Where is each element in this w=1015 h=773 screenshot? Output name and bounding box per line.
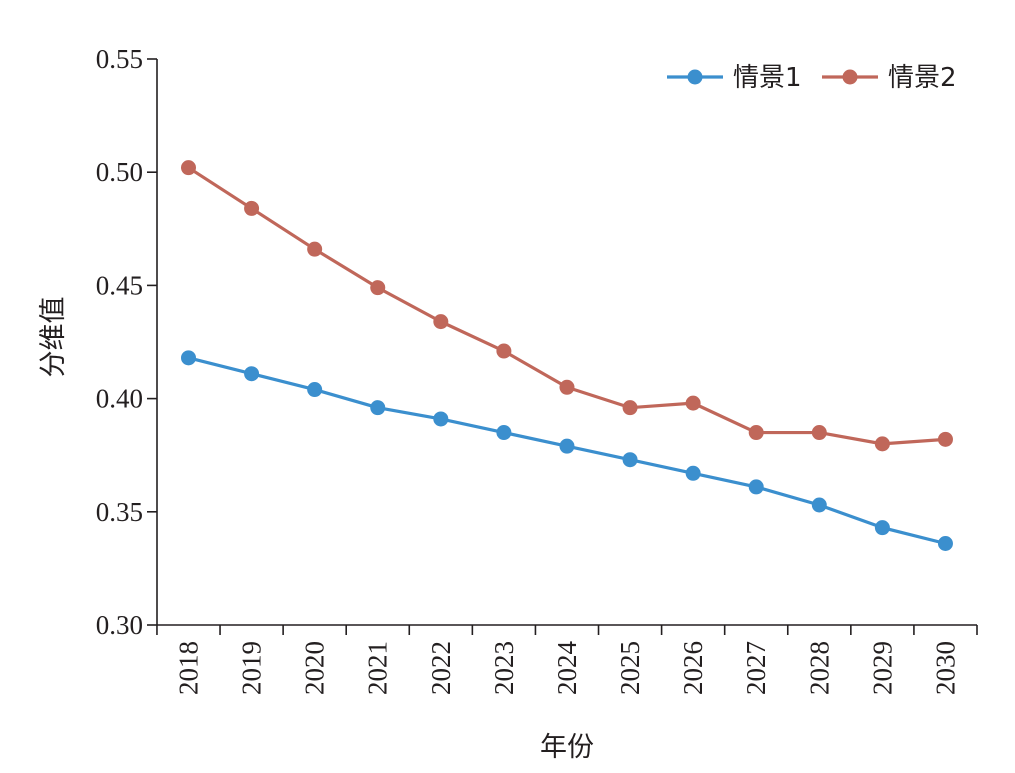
- y-tick-label: 0.35: [96, 497, 143, 527]
- axes: [156, 59, 977, 626]
- legend-item-series-1: 情景1: [667, 63, 802, 93]
- y-tick-label: 0.55: [96, 44, 143, 74]
- data-point: [748, 479, 764, 495]
- x-tick-label: 2020: [300, 641, 330, 695]
- x-tick-label: 2026: [678, 641, 708, 695]
- data-point: [811, 425, 827, 441]
- data-point: [370, 400, 386, 416]
- data-point: [685, 465, 701, 481]
- data-point: [370, 280, 386, 296]
- data-point: [937, 535, 953, 551]
- data-point: [433, 411, 449, 427]
- y-tick-label: 0.30: [96, 610, 143, 640]
- y-ticks: 0.30 0.35 0.40 0.45 0.50 0.55: [96, 44, 157, 640]
- data-point: [244, 200, 260, 216]
- x-tick-label: 2029: [867, 641, 897, 695]
- data-point: [748, 425, 764, 441]
- data-point: [937, 431, 953, 447]
- series-line: [186, 166, 948, 446]
- data-point: [559, 379, 575, 395]
- x-tick-label: 2024: [552, 641, 582, 696]
- y-tick-label: 0.45: [96, 270, 143, 300]
- y-axis-title: 分维值: [38, 297, 69, 378]
- legend-swatch-marker: [842, 69, 858, 85]
- x-tick-label: 2019: [237, 641, 267, 695]
- x-tick-label: 2022: [426, 641, 456, 695]
- data-point: [244, 366, 260, 382]
- x-axis-title: 年份: [540, 732, 594, 763]
- data-point: [622, 452, 638, 468]
- x-tick-label: 2027: [741, 641, 771, 695]
- x-tick-label: 2030: [930, 641, 960, 695]
- legend-label: 情景1: [733, 63, 802, 93]
- data-point: [496, 425, 512, 441]
- x-tick-label: 2028: [804, 641, 834, 695]
- x-tick-label: 2018: [174, 641, 204, 695]
- data-point: [811, 497, 827, 513]
- data-point: [874, 436, 890, 452]
- data-point: [307, 241, 323, 257]
- data-point: [181, 350, 196, 366]
- x-tick-label: 2021: [363, 641, 393, 695]
- data-point: [181, 160, 196, 176]
- data-point: [433, 314, 449, 330]
- series-2: [181, 160, 953, 452]
- data-point: [622, 400, 638, 416]
- data-point: [496, 343, 512, 359]
- legend-label: 情景2: [888, 63, 957, 93]
- x-tick-label: 2023: [489, 641, 519, 695]
- legend-swatch-marker: [687, 69, 703, 85]
- data-point: [685, 395, 701, 411]
- x-ticks: 2018 2019 2020 2021 2022 2023 2024 2025 2026 2027…: [156, 625, 978, 696]
- legend: 情景1 情景2: [667, 63, 957, 93]
- data-point: [874, 520, 890, 536]
- x-tick-label: 2025: [615, 641, 645, 695]
- data-point: [559, 438, 575, 454]
- legend-item-series-2: 情景2: [822, 63, 957, 93]
- series-layer: [181, 160, 953, 551]
- y-tick-label: 0.40: [96, 384, 143, 414]
- series-1: [181, 350, 953, 551]
- y-tick-label: 0.50: [96, 157, 143, 187]
- data-point: [307, 382, 323, 398]
